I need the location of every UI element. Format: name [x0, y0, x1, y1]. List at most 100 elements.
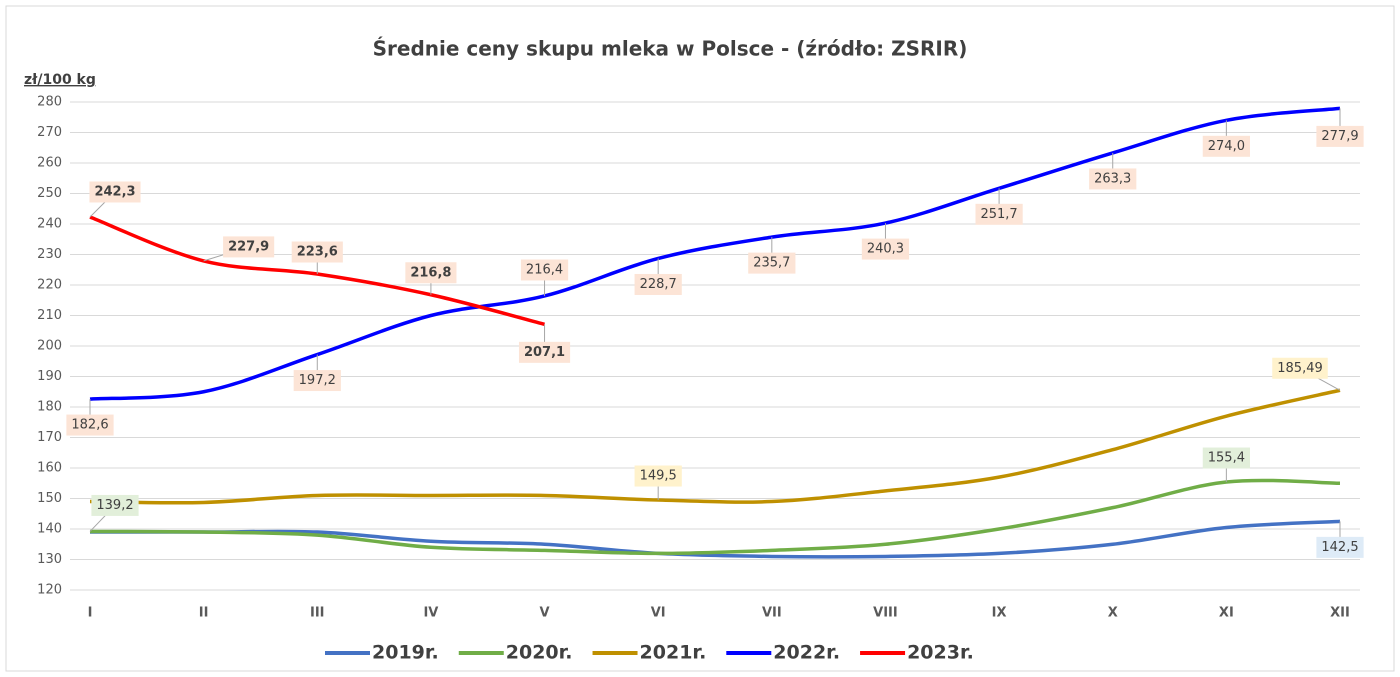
data-label: 182,6 — [66, 399, 114, 436]
data-label-text: 263,3 — [1094, 171, 1131, 186]
data-label-bg — [1316, 125, 1364, 147]
data-label: 242,3 — [89, 181, 141, 218]
data-label-bg — [89, 181, 141, 203]
x-tick-label: X — [1108, 606, 1118, 621]
data-label-text: 149,5 — [640, 469, 677, 484]
data-label-bg — [1202, 447, 1250, 469]
data-label-text: 182,6 — [71, 418, 108, 433]
data-label: 235,7 — [748, 237, 796, 274]
x-tick-label: I — [88, 606, 93, 621]
chart-border — [5, 5, 1395, 672]
legend-label: 2021r. — [640, 642, 707, 664]
data-label: 155,4 — [1202, 447, 1250, 483]
data-label-text: 139,2 — [96, 498, 133, 513]
data-label: 228,7 — [634, 258, 682, 295]
data-label: 207,1 — [518, 324, 571, 363]
data-label: 240,3 — [861, 223, 910, 260]
data-label-text: 235,7 — [753, 256, 790, 271]
data-label-text: 228,7 — [640, 277, 677, 292]
data-label-bg — [291, 241, 343, 263]
legend-label: 2023r. — [907, 642, 974, 664]
y-tick-label: 150 — [37, 491, 62, 506]
x-tick-label: II — [199, 606, 209, 621]
y-tick-label: 270 — [37, 125, 62, 140]
data-label-text: 251,7 — [980, 207, 1017, 222]
series-line — [89, 106, 1341, 401]
data-label-bg — [293, 370, 341, 392]
data-label-text: 274,0 — [1208, 139, 1245, 154]
y-tick-label: 240 — [37, 217, 62, 232]
y-tick-label: 260 — [37, 156, 62, 171]
data-label: 251,7 — [975, 188, 1023, 225]
series-line — [89, 388, 1341, 505]
data-label-bg — [634, 465, 682, 487]
data-label: 223,6 — [291, 241, 343, 275]
x-tick-label: XI — [1219, 606, 1234, 621]
x-tick-label: IV — [423, 606, 438, 621]
data-label-bg — [91, 494, 139, 516]
y-tick-label: 130 — [37, 552, 62, 567]
data-label-bg — [1272, 357, 1328, 379]
series-line — [89, 478, 1341, 556]
series-line — [90, 519, 1341, 559]
data-label: 139,2 — [89, 494, 139, 532]
x-tick-label: VI — [651, 606, 666, 621]
chart-title: Średnie ceny skupu mleka w Polsce - (źró… — [373, 37, 968, 61]
data-label-text: 207,1 — [524, 345, 565, 360]
y-tick-label: 180 — [37, 400, 62, 415]
data-label-bg — [634, 273, 682, 295]
data-label-text: 185,49 — [1277, 361, 1323, 376]
data-label-text: 216,8 — [410, 265, 451, 280]
data-label-text: 155,4 — [1208, 451, 1245, 466]
y-tick-label: 250 — [37, 186, 62, 201]
data-label-text: 197,2 — [299, 373, 336, 388]
data-label-text: 240,3 — [867, 242, 904, 257]
data-label: 216,4 — [520, 259, 569, 296]
y-tick-label: 120 — [37, 583, 62, 598]
data-label-bg — [518, 341, 571, 363]
data-label-text: 223,6 — [297, 245, 338, 260]
y-tick-label: 220 — [37, 278, 62, 293]
y-axis-label: zł/100 kg — [24, 72, 96, 88]
y-tick-label: 230 — [37, 247, 62, 262]
y-tick-label: 160 — [37, 461, 62, 476]
data-label: 185,49 — [1272, 357, 1341, 391]
data-label: 263,3 — [1089, 152, 1137, 190]
legend-label: 2022r. — [773, 642, 840, 664]
y-tick-label: 280 — [37, 95, 62, 110]
data-label-bg — [748, 252, 796, 274]
legend-label: 2019r. — [372, 642, 439, 664]
data-label-bg — [223, 236, 275, 258]
data-label: 227,9 — [203, 236, 275, 262]
y-tick-label: 210 — [37, 308, 62, 323]
data-label-text: 242,3 — [94, 184, 135, 199]
data-label: 274,0 — [1202, 120, 1250, 157]
data-label-bg — [66, 414, 114, 436]
data-label-bg — [861, 238, 910, 260]
x-tick-label: XII — [1330, 606, 1350, 621]
y-tick-label: 190 — [37, 369, 62, 384]
data-label: 142,5 — [1316, 521, 1364, 558]
x-tick-label: VIII — [873, 606, 898, 621]
data-label: 277,9 — [1316, 108, 1364, 147]
data-label-text: 227,9 — [228, 239, 269, 254]
data-label-bg — [975, 203, 1023, 225]
x-tick-label: V — [540, 606, 550, 621]
x-tick-label: VII — [762, 606, 782, 621]
data-label-text: 216,4 — [526, 262, 563, 277]
data-label-text: 277,9 — [1321, 129, 1358, 144]
y-tick-label: 170 — [37, 430, 62, 445]
data-label-bg — [520, 259, 569, 281]
data-label: 216,8 — [405, 262, 457, 295]
x-tick-label: IX — [992, 606, 1007, 621]
y-tick-label: 200 — [37, 339, 62, 354]
data-label-bg — [1089, 168, 1137, 190]
legend-label: 2020r. — [506, 642, 573, 664]
data-label: 197,2 — [293, 354, 341, 392]
y-tick-label: 140 — [37, 522, 62, 537]
data-label-bg — [1316, 536, 1364, 558]
data-label-bg — [1202, 135, 1250, 157]
data-label-text: 142,5 — [1321, 540, 1358, 555]
x-tick-label: III — [310, 606, 325, 621]
